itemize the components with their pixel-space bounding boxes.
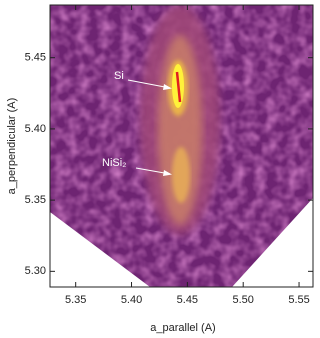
x-tick-label: 5.50 [232,294,253,306]
y-tick-label: 5.45 [25,52,46,64]
x-tick-label: 5.45 [177,294,198,306]
annotation: Si [114,70,124,82]
x-axis-label: a_parallel (A) [150,322,215,334]
y-tick-label: 5.30 [25,265,46,277]
y-axis-label: a_perpendicular (A) [6,98,18,195]
annotation: NiSi₂ [102,157,126,169]
contour-map [50,5,313,287]
si-annotation [127,79,172,90]
plot-frame [49,4,314,288]
y-tick-label: 5.35 [25,194,46,206]
nisi2-annotation [135,167,172,176]
y-tick-label: 5.40 [25,123,46,135]
x-tick-label: 5.40 [121,294,142,306]
x-tick-label: 5.55 [288,294,309,306]
x-tick-label: 5.35 [65,294,86,306]
